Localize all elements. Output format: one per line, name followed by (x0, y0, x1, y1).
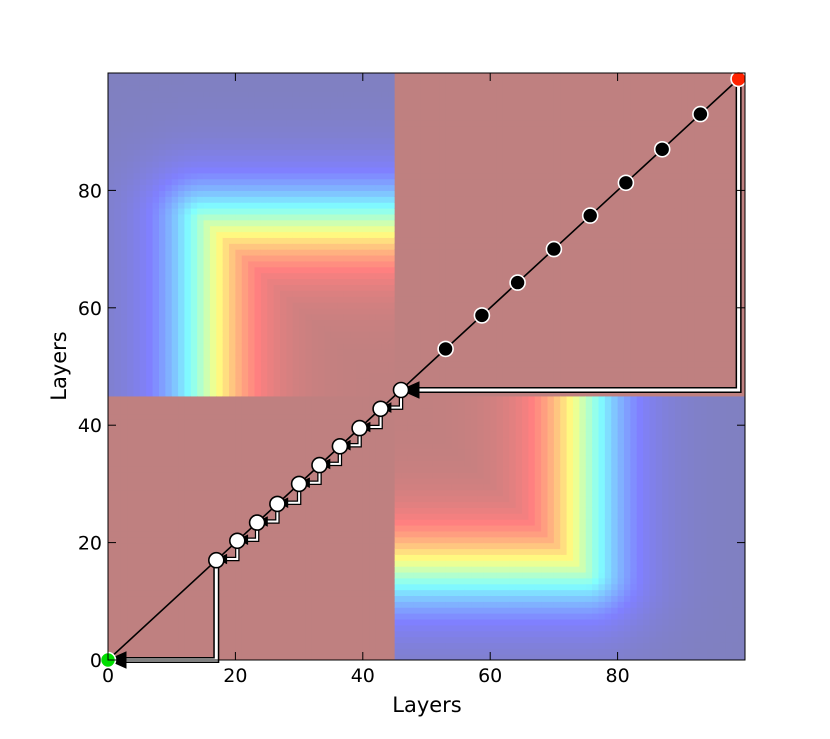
x-tick-label: 20 (223, 665, 247, 687)
data-point (331, 437, 349, 455)
data-point (229, 532, 246, 550)
path-arrow (399, 78, 742, 399)
data-point (509, 274, 526, 291)
y-tick-label: 0 (90, 650, 102, 672)
x-tick-label: 40 (351, 665, 375, 687)
y-axis-ticks: 0 20 40 60 80 (78, 180, 745, 672)
heatmap-background (108, 73, 745, 660)
y-tick-label: 80 (78, 180, 102, 202)
data-point (545, 240, 563, 258)
data-point (290, 475, 308, 493)
data-point (653, 141, 671, 158)
x-axis-ticks: 0 20 40 60 80 (102, 73, 630, 687)
data-point (392, 381, 410, 399)
markers (99, 70, 747, 669)
x-tick-label: 80 (606, 665, 630, 687)
plot-frame (107, 72, 746, 661)
x-axis-label: Layers (392, 693, 462, 717)
x-tick-label: 0 (102, 665, 114, 687)
y-tick-label: 60 (78, 298, 102, 320)
data-point (730, 70, 747, 88)
data-point (692, 105, 709, 123)
x-tick-label: 60 (478, 665, 502, 687)
data-point (351, 419, 368, 437)
y-axis-label: Layers (47, 331, 71, 401)
data-point (372, 400, 389, 418)
data-point (581, 207, 599, 224)
y-tick-label: 40 (78, 415, 102, 437)
data-point (311, 456, 328, 474)
data-point (269, 495, 286, 513)
data-point (437, 340, 454, 358)
y-tick-label: 20 (78, 533, 102, 555)
data-point (248, 514, 266, 531)
data-point (617, 174, 635, 192)
data-point (208, 551, 225, 569)
data-point (473, 307, 491, 324)
